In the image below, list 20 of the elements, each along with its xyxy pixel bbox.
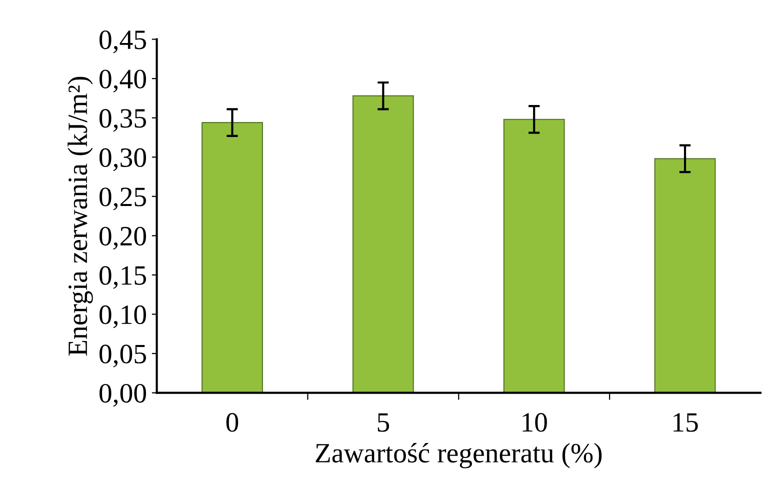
y-axis-title: Energia zerwania (kJ/m²) xyxy=(68,76,93,356)
y-tick-label: 0,00 xyxy=(100,384,146,407)
y-tick-label: 0,15 xyxy=(100,266,146,289)
bar xyxy=(503,118,565,393)
x-axis-title: Zawartość regeneratu (%) xyxy=(316,442,602,468)
y-tick-label: 0,40 xyxy=(100,70,146,92)
x-tick-label: 5 xyxy=(378,413,390,432)
x-tick-label: 0 xyxy=(226,413,238,432)
bar xyxy=(202,122,263,393)
y-tick-label: 0,25 xyxy=(100,188,146,210)
y-tick-label: 0,05 xyxy=(100,344,146,368)
x-tick-label: 15 xyxy=(674,413,698,432)
y-tick-label: 0,10 xyxy=(100,305,146,328)
x-tick-label: 10 xyxy=(522,413,547,432)
y-tick-label: 0,30 xyxy=(100,148,146,172)
y-tick-label: 0,35 xyxy=(100,109,146,132)
bar xyxy=(352,95,414,393)
y-tick-label: 0,20 xyxy=(100,226,146,250)
bar xyxy=(654,158,716,393)
y-tick-label: 0,45 xyxy=(100,30,146,54)
